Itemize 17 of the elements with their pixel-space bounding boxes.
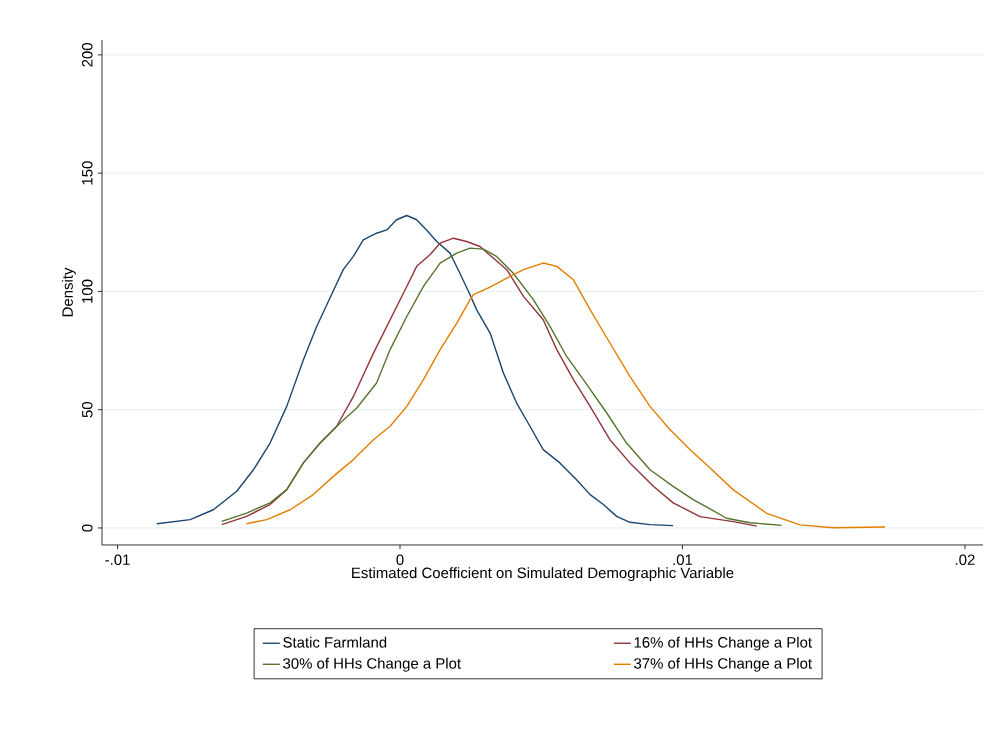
y-axis-title: Density	[61, 267, 76, 317]
x-tick-label: .01	[673, 554, 693, 565]
x-tick-label: .02	[955, 554, 975, 565]
x-tick-label: 0	[396, 554, 404, 565]
legend-label: Static Farmland	[283, 636, 387, 648]
y-tick-label: 100	[81, 279, 93, 303]
line-series	[156, 214, 674, 527]
y-tick-label: 200	[81, 43, 93, 67]
x-tick-label: -.01	[105, 554, 130, 565]
legend-label: 16% of HHs Change a Plot	[634, 636, 812, 651]
legend-label: 37% of HHs Change a Plot	[634, 657, 812, 672]
y-tick-label: 50	[81, 401, 93, 418]
line-series	[245, 262, 886, 529]
legend-label: 30% of HHs Change a Plot	[283, 657, 461, 672]
x-axis-title: Estimated Coefficient on Simulated Demographic Variable	[352, 567, 734, 582]
y-tick-label: 150	[81, 161, 93, 185]
y-tick-label: 0	[81, 524, 93, 532]
